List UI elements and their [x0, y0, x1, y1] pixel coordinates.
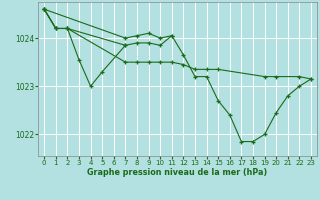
- X-axis label: Graphe pression niveau de la mer (hPa): Graphe pression niveau de la mer (hPa): [87, 168, 268, 177]
